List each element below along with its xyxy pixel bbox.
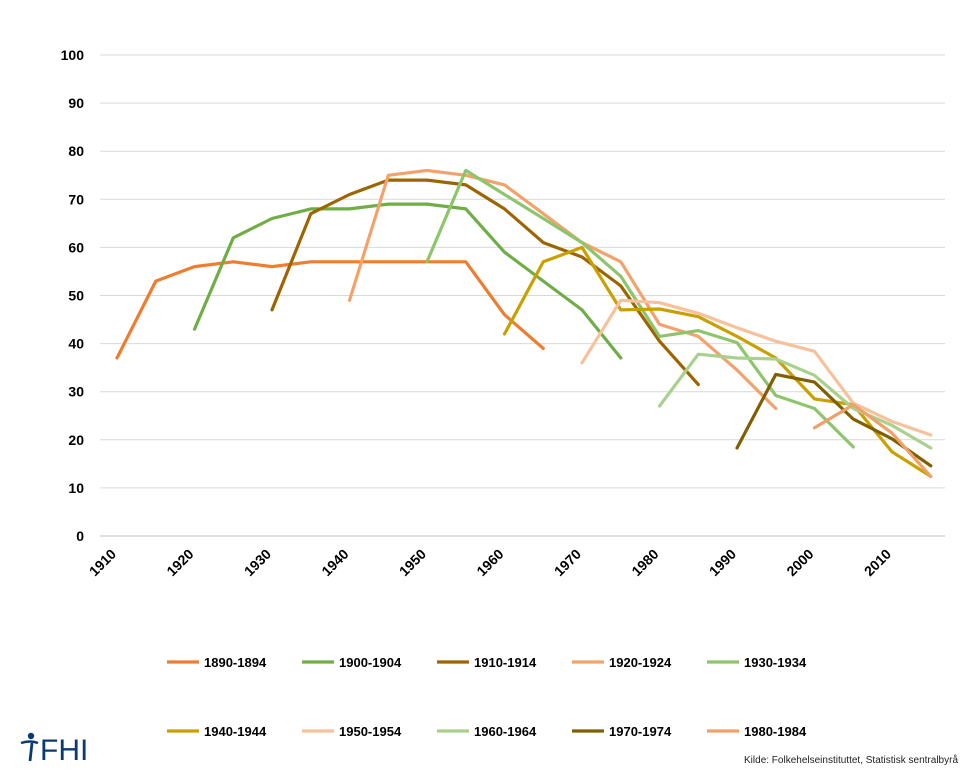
legend-label: 1940-1944	[204, 724, 267, 739]
series-line-1900-1904	[192, 202, 623, 360]
y-tick-label: 10	[68, 480, 84, 496]
y-tick-label: 40	[68, 336, 84, 352]
x-tick-label: 1960	[473, 546, 506, 579]
legend-item: 1970-1974	[572, 724, 672, 739]
series-line-1940-1944	[502, 245, 933, 478]
y-tick-label: 90	[68, 95, 84, 111]
legend-label: 1920-1924	[609, 655, 672, 670]
y-tick-label: 30	[68, 384, 84, 400]
y-tick-label: 0	[76, 528, 84, 544]
x-tick-label: 1940	[318, 546, 351, 579]
legend-label: 1910-1914	[474, 655, 537, 670]
legend-label: 1900-1904	[339, 655, 402, 670]
legend-label: 1890-1894	[204, 655, 267, 670]
series-line-1950-1954	[580, 298, 933, 437]
legend-label: 1930-1934	[744, 655, 807, 670]
legend-item: 1980-1984	[707, 724, 807, 739]
y-tick-label: 70	[68, 191, 84, 207]
source-note: Kilde: Folkehelseinstituttet, Statistisk…	[744, 755, 958, 766]
series-lines	[115, 168, 933, 478]
y-tick-label: 60	[68, 239, 84, 255]
series-line-1920-1924	[347, 168, 778, 411]
x-tick-label: 1910	[86, 546, 119, 579]
x-tick-label: 1930	[241, 546, 274, 579]
series-line-1970-1974	[735, 372, 933, 468]
legend-item: 1940-1944	[167, 724, 267, 739]
series-line-1960-1964	[657, 352, 933, 450]
legend-label: 1970-1974	[609, 724, 672, 739]
series-line-1890-1894	[115, 260, 545, 360]
legend-label: 1950-1954	[339, 724, 402, 739]
gridlines	[100, 54, 945, 537]
fhi-figure-icon	[18, 731, 40, 770]
series-line-1930-1934	[425, 168, 855, 449]
legend-item: 1960-1964	[437, 724, 537, 739]
x-tick-label: 1950	[396, 546, 429, 579]
x-tick-label: 2010	[861, 546, 894, 579]
legend: 1890-1894 1900-1904 1910-1914 1920-1924 1930…	[167, 655, 807, 739]
legend-item: 1900-1904	[302, 655, 402, 670]
y-axis: 0 10 20 30 40 50 60 70 80 90 100	[61, 47, 85, 544]
y-tick-label: 100	[61, 47, 85, 63]
legend-item: 1950-1954	[302, 724, 402, 739]
x-tick-label: 1980	[628, 546, 661, 579]
legend-label: 1980-1984	[744, 724, 807, 739]
x-axis: 1910 1920 1930 1940 1950 1960 1970 1980 1990 2000…	[86, 546, 894, 579]
x-tick-label: 2000	[783, 546, 816, 579]
legend-item: 1930-1934	[707, 655, 807, 670]
y-tick-label: 50	[68, 288, 84, 304]
legend-item: 1890-1894	[167, 655, 267, 670]
y-tick-label: 80	[68, 143, 84, 159]
x-tick-label: 1920	[163, 546, 196, 579]
fhi-logo-text: FHI	[40, 733, 89, 767]
legend-item: 1920-1924	[572, 655, 672, 670]
legend-label: 1960-1964	[474, 724, 537, 739]
y-tick-label: 20	[68, 432, 84, 448]
series-line-1980-1984	[812, 403, 933, 478]
fhi-logo: FHI	[18, 731, 88, 770]
x-tick-label: 1990	[706, 546, 739, 579]
x-tick-label: 1970	[551, 546, 584, 579]
series-line-1910-1914	[270, 178, 700, 387]
legend-item: 1910-1914	[437, 655, 537, 670]
